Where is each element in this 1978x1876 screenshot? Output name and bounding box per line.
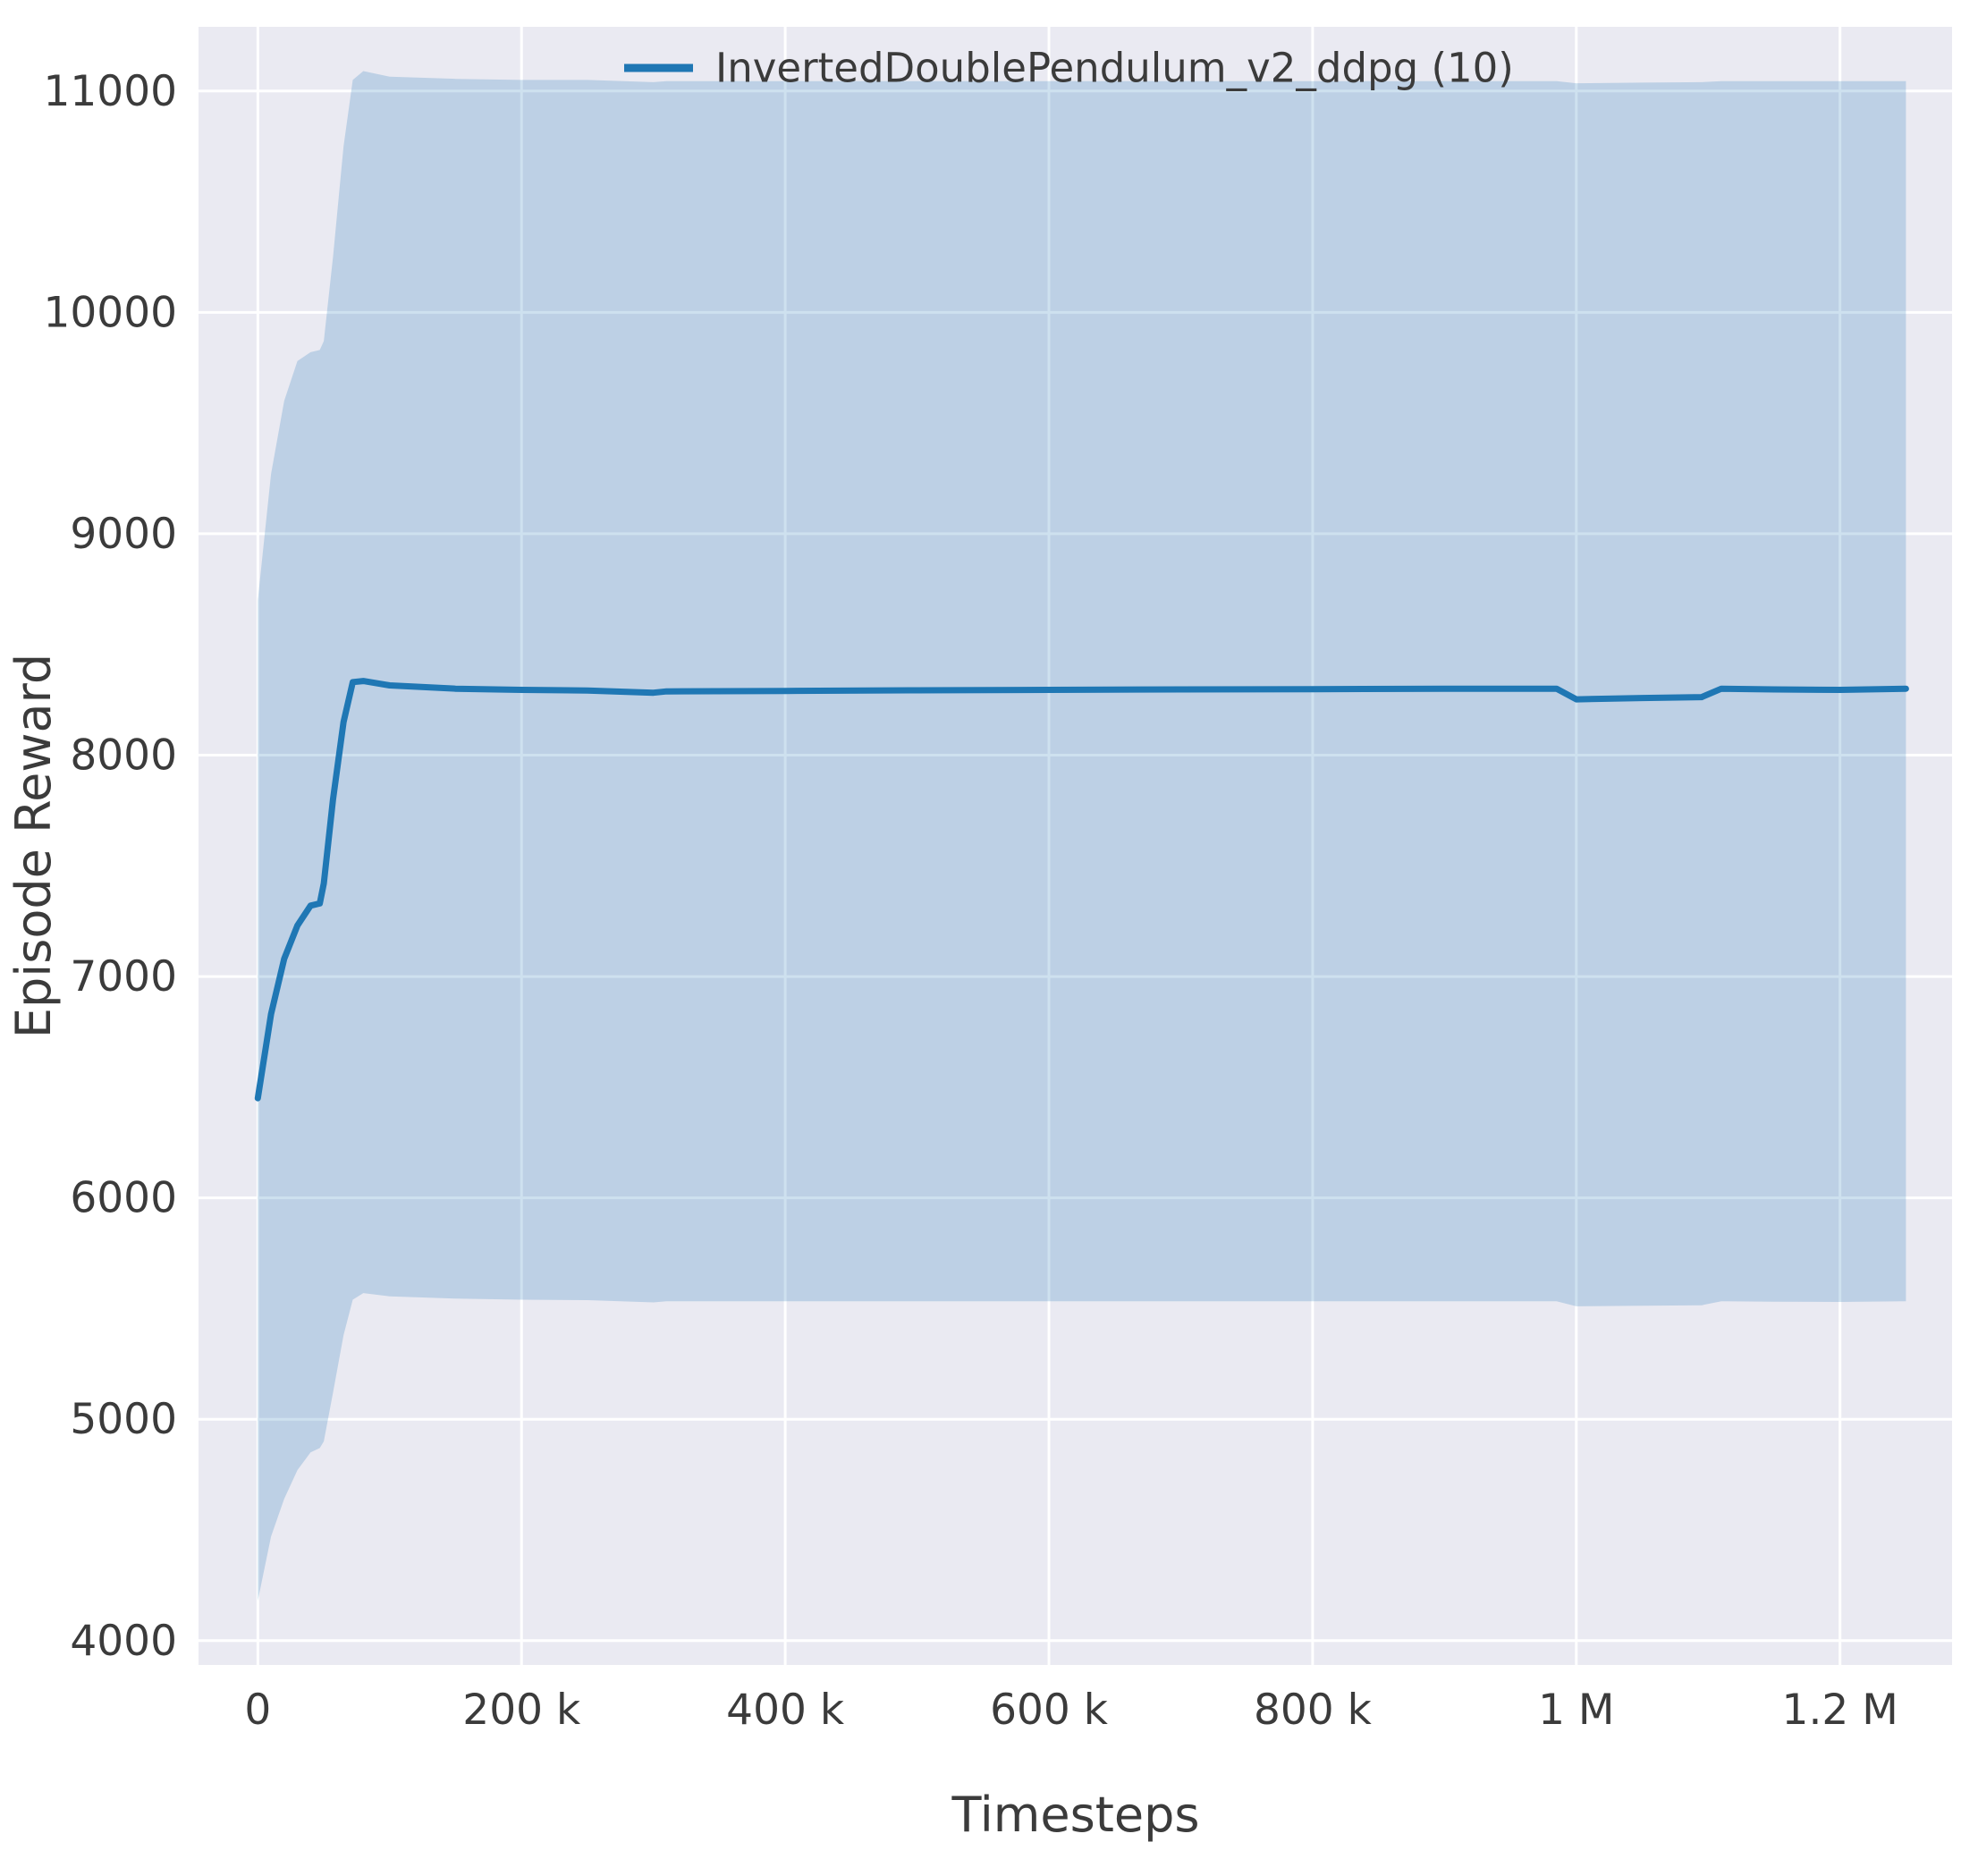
x-tick-label: 400 k bbox=[726, 1686, 845, 1735]
series-lines bbox=[254, 678, 1909, 1102]
y-tick-labels: 4000 5000 6000 7000 8000 9000 10000 11000 bbox=[43, 67, 177, 1666]
y-axis-label: Episode Reward bbox=[5, 654, 62, 1038]
y-tick-label: 9000 bbox=[70, 510, 177, 559]
x-tick-label: 0 bbox=[244, 1686, 271, 1735]
y-tick-label: 5000 bbox=[70, 1395, 177, 1444]
x-tick-label: 200 k bbox=[462, 1686, 581, 1735]
y-tick-label: 4000 bbox=[70, 1617, 177, 1666]
x-tick-label: 1.2 M bbox=[1782, 1686, 1898, 1735]
x-tick-labels: 0 200 k 400 k 600 k 800 k 1 M 1.2 M bbox=[244, 1686, 1898, 1735]
y-tick-label: 10000 bbox=[43, 288, 177, 337]
y-tick-label: 6000 bbox=[70, 1174, 177, 1223]
x-axis-label: Timesteps bbox=[951, 1787, 1199, 1843]
mean-line bbox=[254, 678, 1909, 1102]
y-tick-label: 11000 bbox=[43, 67, 177, 116]
confidence-band bbox=[258, 71, 1906, 1601]
y-tick-label: 7000 bbox=[70, 952, 177, 1001]
x-tick-label: 600 k bbox=[990, 1686, 1109, 1735]
legend-label: InvertedDoublePendulum_v2_ddpg (10) bbox=[715, 45, 1514, 92]
y-tick-label: 8000 bbox=[70, 731, 177, 780]
legend: InvertedDoublePendulum_v2_ddpg (10) bbox=[624, 45, 1514, 92]
x-tick-label: 1 M bbox=[1538, 1686, 1614, 1735]
x-tick-label: 800 k bbox=[1254, 1686, 1373, 1735]
gridlines bbox=[199, 27, 1952, 1665]
confidence-band-fill bbox=[258, 71, 1906, 1601]
plot-area bbox=[199, 27, 1952, 1665]
